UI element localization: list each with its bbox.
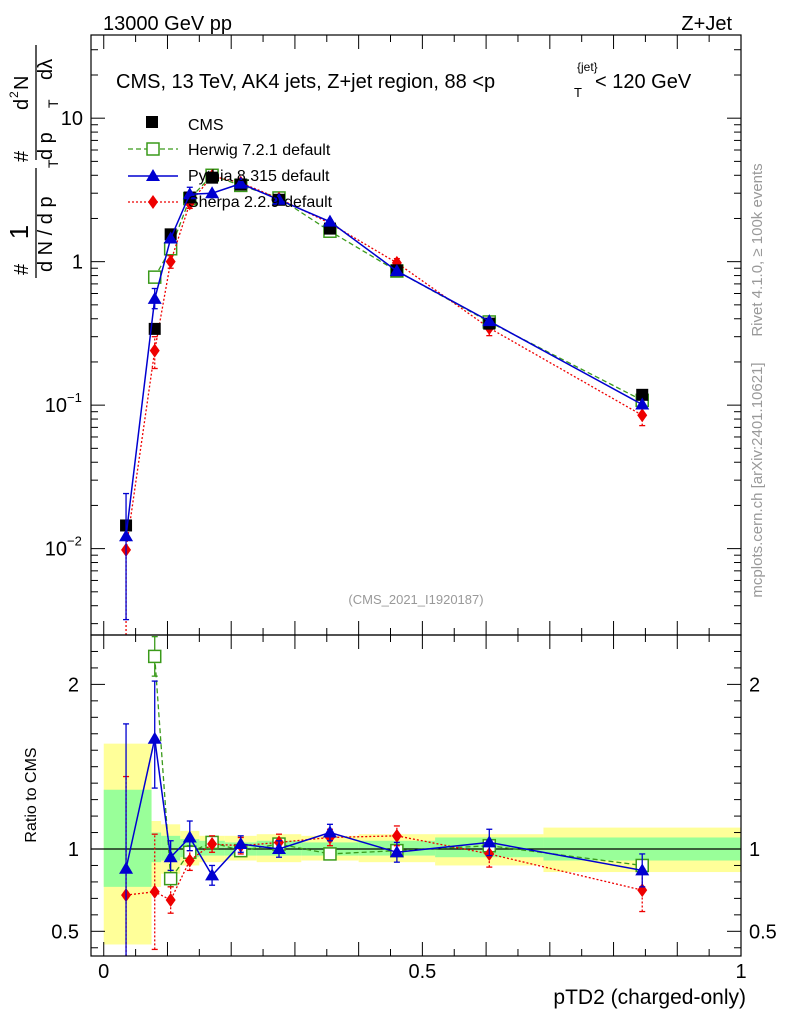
ratio-point-pythia [119, 861, 134, 874]
x-tick-label: 1 [735, 961, 746, 983]
main-point-pythia [233, 176, 248, 189]
ratio-point-sherpa [149, 884, 160, 899]
ylabel-den: d N / d p [35, 196, 57, 272]
ratio-point-pythia [389, 845, 404, 858]
main-point-pythia [635, 397, 650, 410]
ratio-y-tick-label: 1 [68, 839, 79, 861]
title-tail: < 120 GeV [595, 71, 692, 93]
ylabel-frac-den-sub: T [45, 99, 61, 108]
main-point-cms [206, 171, 219, 184]
legend-marker-pythia [146, 169, 160, 181]
legend: CMS Herwig 7.2.1 default Pythia 8.315 de… [128, 116, 333, 211]
legend-marker-herwig [146, 142, 160, 156]
y-tick-label: 1 [72, 252, 83, 274]
ylabel-num-sup: 2 [7, 91, 21, 98]
ratio-point-pythia [147, 731, 162, 744]
ylabel-one: 1 [4, 225, 34, 239]
main-point-pythia [389, 264, 404, 277]
main-point-sherpa [637, 408, 648, 423]
main-point-sherpa [165, 254, 176, 269]
ratio-line-sherpa [125, 835, 643, 901]
main-point-pythia [147, 291, 162, 304]
main-point-pythia [482, 314, 497, 327]
ratio-point-herwig [147, 649, 162, 664]
xlabel: pTD2 (charged-only) [553, 986, 746, 1009]
ratio-point-sherpa [165, 893, 176, 908]
legend-label-sherpa: Sherpa 2.2.9 default [188, 194, 333, 211]
ylabel-frac-tail: dλ [35, 59, 57, 80]
main-point-pythia [163, 231, 178, 244]
title-subscript: T [574, 85, 582, 100]
main-point-cms [636, 388, 649, 401]
main-title: CMS, 13 TeV, AK4 jets, Z+jet region, 88 … [116, 60, 692, 100]
title-text: CMS, 13 TeV, AK4 jets, Z+jet region, 88 … [116, 71, 495, 93]
ylabel-den-sub: T [45, 159, 61, 168]
ratio-y-tick-label-right: 0.5 [749, 921, 777, 943]
ratio-bands [91, 743, 741, 945]
main-point-pythia [322, 214, 337, 227]
ratio-ylabel: Ratio to CMS [23, 747, 40, 842]
y-tick-label: 10 [45, 539, 67, 561]
analysis-tag: (CMS_2021_I1920187) [348, 592, 483, 607]
legend-label-pythia: Pythia 8.315 default [188, 168, 330, 185]
main-line-pythia [125, 182, 643, 537]
ratio-y-tick-label: 0.5 [51, 921, 79, 943]
main-point-pythia [182, 187, 197, 200]
main-point-pythia [205, 186, 220, 199]
ratio-point-pythia [182, 830, 197, 843]
y-tick-label: 10 [45, 395, 67, 417]
ratio-band-green [151, 832, 162, 863]
ratio-point-sherpa [391, 828, 402, 843]
header-left: 13000 GeV pp [103, 13, 232, 35]
ratio-point-pythia [322, 825, 337, 838]
ratio-point-herwig [163, 871, 178, 886]
ratio-point-pythia [205, 868, 220, 881]
x-tick-label: 0 [98, 961, 109, 983]
main-ylabel: # 1 d N / d p T # d 2 N d p T dλ [4, 45, 61, 278]
ratio-point-sherpa [207, 837, 218, 852]
main-panel [119, 168, 650, 635]
y-tick-label: 10 [61, 108, 83, 130]
ylabel-hash: # [11, 263, 33, 275]
ratio-point-pythia [635, 863, 650, 876]
main-point-pythia [119, 529, 134, 542]
ratio-point-pythia [163, 850, 178, 863]
ratio-axis-ticks: 0.5 0.51 12 20 0.5 1 [51, 635, 777, 983]
ratio-point-pythia [271, 842, 286, 854]
ratio-y-tick-label-right: 1 [749, 839, 760, 861]
main-point-pythia [271, 192, 286, 205]
ylabel-num: d [11, 99, 33, 110]
title-superscript: {jet} [577, 60, 598, 74]
ratio-point-pythia [233, 837, 248, 850]
ratio-frame [90, 634, 742, 957]
ratio-y-tick-label: 2 [68, 674, 79, 696]
ylabel-frac-den: d p [35, 132, 57, 160]
ratio-y-tick-label-right: 2 [749, 674, 760, 696]
rivet-label: Rivet 4.1.0, ≥ 100k events [749, 163, 766, 336]
ylabel-num-n: N [11, 76, 33, 90]
ylabel-hash-2: # [11, 150, 33, 162]
legend-marker-sherpa [148, 195, 158, 209]
mcplots-label: mcplots.cern.ch [arXiv:2401.10621] [749, 362, 766, 597]
header-right: Z+Jet [681, 13, 732, 35]
y-tick-label-exponent: −2 [67, 534, 82, 549]
ratio-line-herwig [154, 656, 643, 881]
main-point-sherpa [149, 343, 160, 358]
legend-label-herwig: Herwig 7.2.1 default [188, 142, 331, 159]
legend-label-cms: CMS [188, 117, 224, 134]
legend-marker-cms [146, 116, 158, 128]
ratio-point-herwig [323, 847, 337, 861]
ratio-panel [119, 635, 650, 956]
y-tick-label-exponent: −1 [67, 390, 82, 405]
x-tick-label: 0.5 [408, 961, 436, 983]
ratio-point-pythia [482, 835, 497, 848]
ratio-point-sherpa [184, 853, 195, 868]
